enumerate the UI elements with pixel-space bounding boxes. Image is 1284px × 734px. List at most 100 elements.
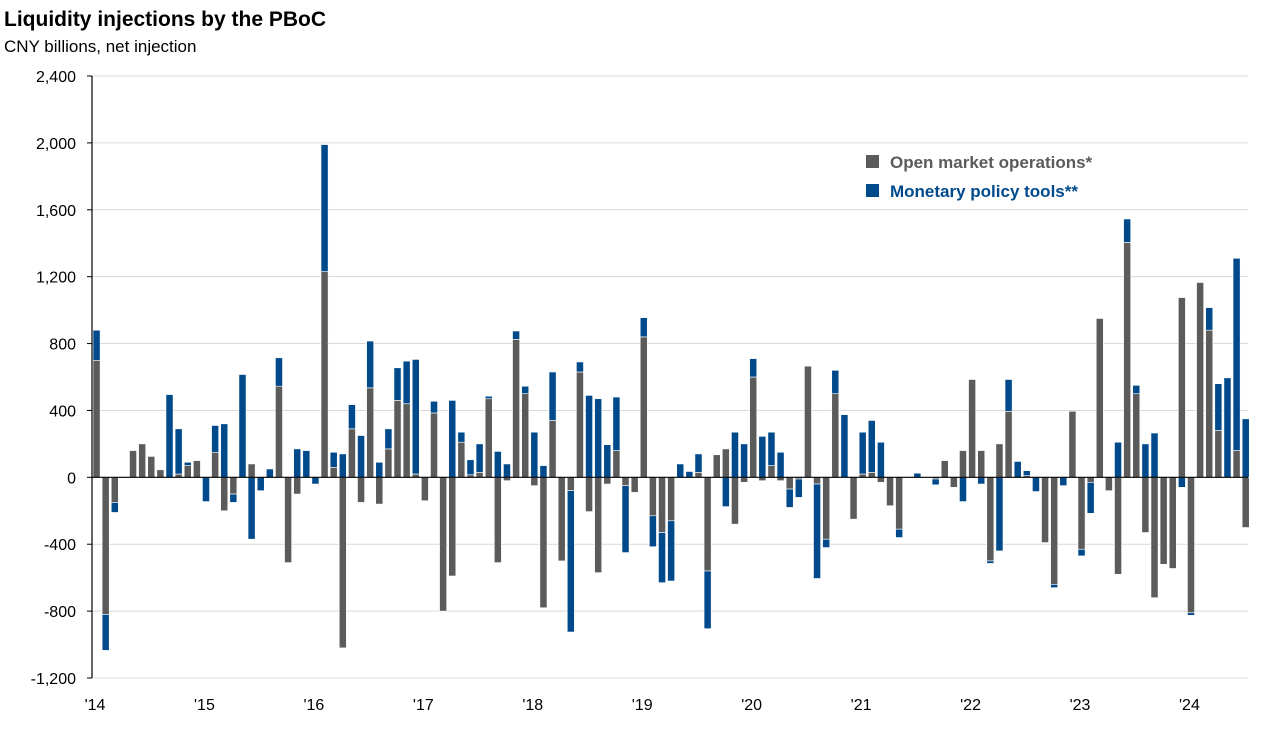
bar-monetary-policy-tools <box>220 423 229 478</box>
bar-open-market-operations <box>247 463 256 478</box>
bar-open-market-operations <box>101 477 110 615</box>
bar-open-market-operations <box>430 412 438 478</box>
bar-open-market-operations <box>1214 430 1223 478</box>
bar-monetary-policy-tools <box>1086 482 1095 514</box>
bar-open-market-operations <box>886 477 894 507</box>
bar-open-market-operations <box>1068 410 1077 478</box>
bar-monetary-policy-tools <box>275 357 283 387</box>
bar-open-market-operations <box>421 477 429 502</box>
bar-open-market-operations <box>630 477 639 493</box>
x-tick-label: '17 <box>413 697 434 714</box>
x-tick-label: '19 <box>632 697 653 714</box>
bar-open-market-operations <box>703 477 712 572</box>
y-tick-label: 1,200 <box>36 270 76 287</box>
bar-open-market-operations <box>585 477 593 512</box>
bar-open-market-operations <box>329 466 338 478</box>
bar-open-market-operations <box>448 477 457 577</box>
x-tick-label: '24 <box>1179 697 1200 714</box>
bar-monetary-policy-tools <box>256 477 265 492</box>
bar-monetary-policy-tools <box>548 371 557 421</box>
bar-open-market-operations <box>667 477 675 522</box>
bar-monetary-policy-tools <box>1150 432 1159 478</box>
bar-monetary-policy-tools <box>1114 441 1122 478</box>
bar-monetary-policy-tools <box>740 443 748 478</box>
bar-monetary-policy-tools <box>1205 307 1214 331</box>
bar-open-market-operations <box>603 477 612 485</box>
x-axis-tick-labels: '14 '15 '16 '17 '18 '19 '20 '21 '22 '23 '24 <box>85 697 1200 714</box>
bar-open-market-operations <box>156 469 165 478</box>
bar-open-market-operations <box>366 387 375 478</box>
bar-open-market-operations <box>548 420 557 478</box>
bar-open-market-operations <box>694 472 703 478</box>
bar-open-market-operations <box>457 441 466 478</box>
bar-monetary-policy-tools <box>612 396 621 451</box>
x-tick-label: '14 <box>85 697 106 714</box>
bar-monetary-policy-tools <box>1022 470 1031 476</box>
y-tick-label: -800 <box>44 604 76 621</box>
bars <box>92 144 1250 651</box>
x-tick-label: '23 <box>1070 697 1091 714</box>
bar-open-market-operations <box>877 477 885 483</box>
bar-open-market-operations <box>822 477 831 540</box>
bar-monetary-policy-tools <box>667 520 675 582</box>
bar-monetary-policy-tools <box>1178 477 1186 488</box>
bar-open-market-operations <box>320 271 329 478</box>
bar-monetary-policy-tools <box>776 451 785 478</box>
bar-monetary-policy-tools <box>530 431 539 478</box>
bar-monetary-policy-tools <box>101 614 110 651</box>
bar-open-market-operations <box>1123 242 1132 478</box>
bar-open-market-operations <box>959 450 967 478</box>
bar-open-market-operations <box>986 477 995 562</box>
bar-open-market-operations <box>138 443 147 478</box>
bar-monetary-policy-tools <box>512 330 520 340</box>
bar-monetary-policy-tools <box>247 477 256 540</box>
bar-open-market-operations <box>566 477 575 492</box>
bar-open-market-operations <box>1178 297 1186 478</box>
bar-monetary-policy-tools <box>858 431 867 475</box>
bar-open-market-operations <box>712 454 721 478</box>
bar-monetary-policy-tools <box>685 471 694 478</box>
bar-monetary-policy-tools <box>202 477 210 502</box>
bar-open-market-operations <box>813 477 821 485</box>
bar-open-market-operations <box>740 477 748 483</box>
y-tick-label: -1,200 <box>31 671 76 688</box>
bar-open-market-operations <box>594 477 603 573</box>
bar-open-market-operations <box>1095 318 1104 478</box>
bar-monetary-policy-tools <box>1223 377 1232 478</box>
bar-monetary-policy-tools <box>603 444 612 478</box>
bar-open-market-operations <box>110 477 119 503</box>
bar-monetary-policy-tools <box>1132 385 1141 395</box>
bar-monetary-policy-tools <box>384 428 393 450</box>
bar-open-market-operations <box>785 477 794 490</box>
bar-monetary-policy-tools <box>110 502 119 513</box>
bar-monetary-policy-tools <box>402 360 411 405</box>
bar-monetary-policy-tools <box>731 431 739 478</box>
bar-open-market-operations <box>1105 477 1113 492</box>
bar-open-market-operations <box>493 477 502 563</box>
bar-monetary-policy-tools <box>959 477 967 502</box>
bar-open-market-operations <box>439 477 447 612</box>
bar-open-market-operations <box>1004 410 1013 478</box>
bar-monetary-policy-tools <box>1141 443 1150 478</box>
bar-monetary-policy-tools <box>293 448 302 478</box>
bar-open-market-operations <box>1141 477 1150 533</box>
bar-open-market-operations <box>1086 477 1095 483</box>
bar-open-market-operations <box>338 477 347 649</box>
bar-open-market-operations <box>1205 329 1214 478</box>
y-tick-label: 0 <box>67 470 76 487</box>
bar-open-market-operations <box>721 448 730 478</box>
legend-label: Open market operations* <box>890 153 1093 172</box>
y-tick-label: 2,400 <box>36 69 76 86</box>
bar-open-market-operations <box>867 472 876 478</box>
bar-monetary-policy-tools <box>475 443 484 473</box>
bar-open-market-operations <box>402 403 411 478</box>
bar-monetary-policy-tools <box>1214 383 1223 431</box>
bar-monetary-policy-tools <box>867 420 876 473</box>
bar-open-market-operations <box>348 428 356 478</box>
y-tick-label: 800 <box>49 337 76 354</box>
bar-monetary-policy-tools <box>183 461 192 466</box>
bar-monetary-policy-tools <box>357 435 365 478</box>
bar-monetary-policy-tools <box>484 395 493 400</box>
bar-open-market-operations <box>129 450 137 478</box>
